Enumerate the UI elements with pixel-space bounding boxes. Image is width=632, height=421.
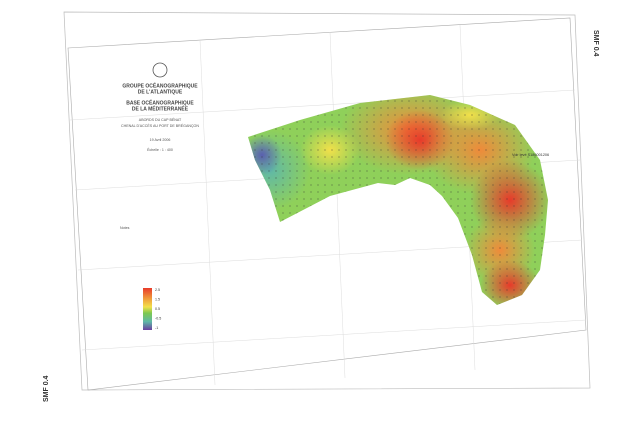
- logo: [152, 62, 168, 78]
- margin-label: SMF 0.4: [43, 375, 50, 402]
- legend-label: -1: [155, 326, 158, 330]
- channel: CHENAL D'ACCÈS AU PORT DE BRÉGANÇON: [121, 123, 199, 128]
- base: DE LA MÉDITERRANÉE: [132, 104, 189, 112]
- base: BASE OCÉANOGRAPHIQUE: [126, 98, 194, 106]
- area: ABORDS DU CAP BÉNAT: [139, 117, 182, 122]
- reference-label: Voir levé S186001206: [512, 153, 549, 157]
- date: 19 Avril 2006: [150, 138, 171, 142]
- org: DE L'ATLANTIQUE: [138, 89, 183, 95]
- legend-label: 2.5: [155, 288, 160, 292]
- legend-label: 0.5: [155, 307, 160, 311]
- notes-title: Notes: [120, 226, 130, 230]
- legend-bar: [143, 288, 152, 330]
- legend-label: -0.5: [155, 316, 161, 320]
- org: GROUPE OCÉANOGRAPHIQUE: [122, 81, 198, 89]
- map-frame: [67, 17, 587, 391]
- scale: Échelle : 1 : 400: [147, 147, 173, 152]
- legend-label: 1.5: [155, 297, 160, 301]
- title-block: GROUPE OCÉANOGRAPHIQUE DE L'ATLANTIQUE B…: [120, 62, 199, 230]
- legend: 2.5 1.5 0.5 -0.5 -1: [155, 288, 161, 330]
- margin-label: SMF 0.4: [592, 30, 599, 57]
